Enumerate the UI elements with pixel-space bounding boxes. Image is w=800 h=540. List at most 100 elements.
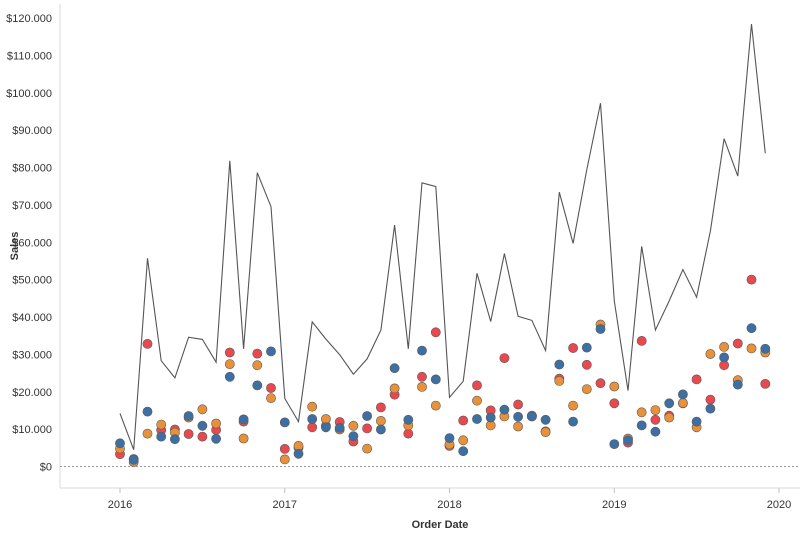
data-point[interactable]: [362, 443, 372, 454]
data-point[interactable]: [650, 405, 661, 415]
data-point[interactable]: [444, 433, 455, 443]
data-point[interactable]: [252, 360, 263, 371]
data-point[interactable]: [375, 402, 386, 413]
data-point[interactable]: [636, 420, 647, 431]
data-point[interactable]: [430, 374, 441, 385]
data-point[interactable]: [169, 434, 180, 445]
data-point[interactable]: [678, 389, 688, 400]
data-point[interactable]: [183, 429, 194, 439]
data-point[interactable]: [115, 438, 125, 449]
data-point[interactable]: [334, 423, 345, 433]
data-point[interactable]: [472, 380, 482, 391]
data-point[interactable]: [211, 418, 221, 429]
data-point[interactable]: [705, 349, 716, 359]
data-point[interactable]: [307, 401, 318, 412]
data-point[interactable]: [403, 414, 414, 425]
data-point[interactable]: [691, 416, 702, 427]
data-point[interactable]: [307, 422, 318, 433]
data-point[interactable]: [581, 384, 592, 394]
data-point[interactable]: [485, 412, 496, 423]
data-point[interactable]: [417, 345, 427, 356]
data-point[interactable]: [183, 411, 194, 421]
data-point[interactable]: [513, 399, 523, 410]
data-point[interactable]: [513, 411, 523, 422]
data-point[interactable]: [375, 424, 386, 435]
data-point[interactable]: [252, 348, 263, 359]
data-point[interactable]: [348, 420, 359, 431]
data-point[interactable]: [719, 341, 729, 352]
data-point[interactable]: [197, 420, 208, 431]
data-point[interactable]: [746, 323, 757, 334]
data-point[interactable]: [705, 403, 716, 414]
data-point[interactable]: [540, 427, 551, 437]
data-point[interactable]: [732, 338, 743, 349]
data-point[interactable]: [252, 380, 263, 391]
data-point[interactable]: [499, 404, 510, 415]
data-point[interactable]: [581, 359, 592, 370]
data-point[interactable]: [389, 363, 400, 374]
data-point[interactable]: [279, 454, 290, 465]
data-point[interactable]: [513, 421, 523, 432]
data-point[interactable]: [623, 435, 633, 446]
data-point[interactable]: [430, 327, 441, 338]
data-point[interactable]: [238, 414, 249, 425]
data-point[interactable]: [595, 378, 606, 389]
data-point[interactable]: [609, 398, 620, 409]
data-point[interactable]: [705, 394, 716, 405]
data-point[interactable]: [719, 352, 729, 363]
data-point[interactable]: [636, 407, 647, 418]
data-point[interactable]: [554, 359, 565, 370]
data-point[interactable]: [224, 359, 235, 369]
data-point[interactable]: [266, 393, 276, 403]
data-point[interactable]: [128, 454, 139, 465]
data-point[interactable]: [266, 346, 276, 357]
data-point[interactable]: [746, 343, 757, 354]
data-point[interactable]: [664, 412, 675, 423]
data-point[interactable]: [362, 423, 372, 434]
data-point[interactable]: [760, 343, 771, 354]
data-point[interactable]: [156, 431, 167, 442]
data-point[interactable]: [554, 375, 565, 386]
data-point[interactable]: [664, 398, 675, 409]
data-point[interactable]: [746, 274, 757, 285]
data-point[interactable]: [472, 395, 482, 406]
data-point[interactable]: [499, 353, 510, 363]
data-point[interactable]: [732, 379, 743, 390]
data-point[interactable]: [320, 422, 331, 433]
data-point[interactable]: [279, 417, 290, 428]
data-point[interactable]: [279, 443, 290, 454]
data-point[interactable]: [430, 400, 441, 411]
data-point[interactable]: [636, 335, 647, 346]
data-point[interactable]: [540, 414, 551, 425]
data-point[interactable]: [417, 371, 427, 382]
data-point[interactable]: [609, 381, 620, 392]
data-point[interactable]: [197, 431, 208, 442]
data-point[interactable]: [691, 374, 702, 385]
data-point[interactable]: [581, 342, 592, 353]
data-point[interactable]: [211, 433, 221, 444]
data-point[interactable]: [458, 446, 469, 457]
data-point[interactable]: [568, 343, 578, 353]
data-point[interactable]: [403, 428, 414, 439]
data-point[interactable]: [156, 419, 167, 430]
data-point[interactable]: [568, 400, 578, 411]
data-point[interactable]: [142, 406, 153, 417]
data-point[interactable]: [197, 404, 208, 415]
data-point[interactable]: [362, 411, 372, 421]
data-point[interactable]: [307, 414, 318, 424]
data-point[interactable]: [266, 383, 276, 393]
data-point[interactable]: [527, 411, 537, 422]
data-point[interactable]: [678, 398, 688, 408]
data-point[interactable]: [458, 435, 469, 446]
data-point[interactable]: [760, 378, 771, 389]
data-point[interactable]: [142, 428, 153, 439]
data-point[interactable]: [293, 448, 304, 459]
data-point[interactable]: [650, 414, 661, 425]
data-point[interactable]: [320, 414, 331, 424]
data-point[interactable]: [375, 415, 386, 426]
data-point[interactable]: [595, 324, 606, 334]
data-point[interactable]: [389, 383, 400, 394]
data-point[interactable]: [568, 416, 578, 427]
data-point[interactable]: [238, 433, 249, 444]
data-point[interactable]: [224, 371, 235, 382]
